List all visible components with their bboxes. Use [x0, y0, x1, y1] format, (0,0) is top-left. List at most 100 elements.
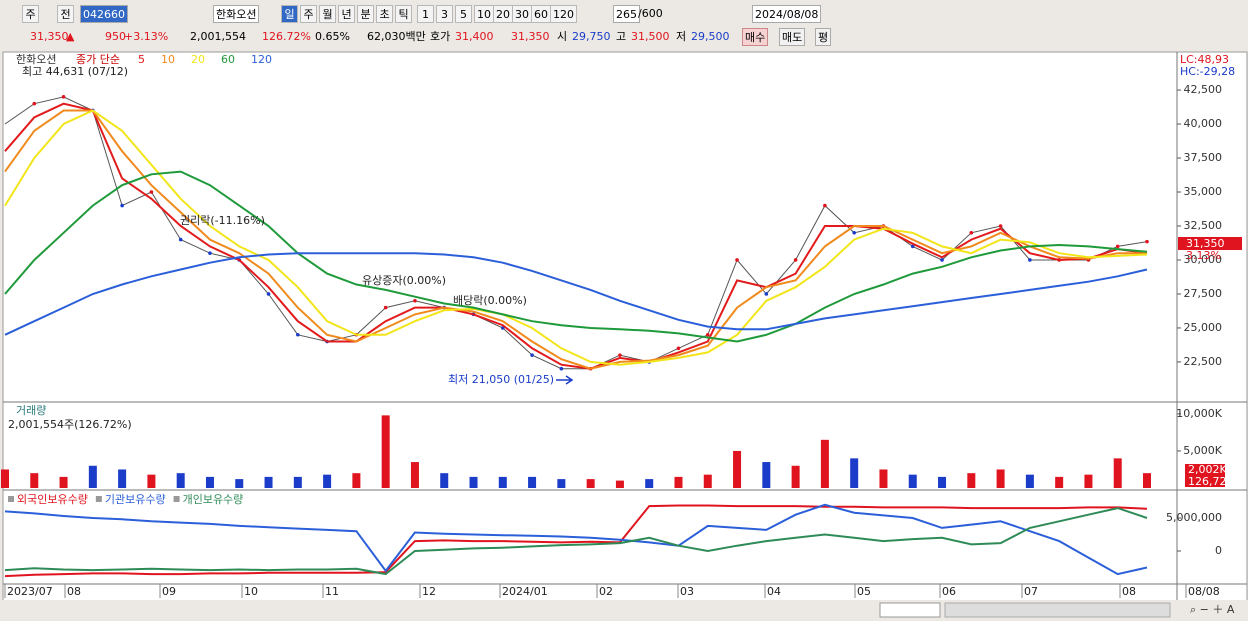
- close-point: [413, 298, 417, 303]
- toolbar-item[interactable]: 120: [550, 5, 577, 23]
- toolbar-item[interactable]: 20: [493, 5, 513, 23]
- close-point: [383, 305, 388, 310]
- series-line: [4, 170, 1148, 343]
- close-point: [61, 95, 66, 99]
- toolbar-item[interactable]: 분: [357, 5, 374, 23]
- zoom-slider[interactable]: [944, 602, 1171, 618]
- y-tick-label: 30,000: [1184, 253, 1223, 266]
- toolbar-item[interactable]: 10: [474, 5, 494, 23]
- toolbar-item[interactable]: 월: [319, 5, 336, 23]
- close-point: [178, 237, 183, 242]
- chart-frame: [2, 51, 1248, 602]
- legend-swatch: [95, 496, 102, 502]
- last-ratio: 126,72%: [1188, 475, 1237, 488]
- toolbar-item[interactable]: 틱: [395, 5, 412, 23]
- x-tick-label: 02: [599, 585, 613, 598]
- volume-bar: [1084, 474, 1093, 488]
- x-tick-label: 06: [942, 585, 956, 598]
- volume-bar: [59, 476, 68, 488]
- volume-bar: [352, 473, 361, 488]
- y-tick-label: 25,000: [1184, 321, 1223, 334]
- quote-field[interactable]: 매수: [742, 28, 769, 46]
- close-point: [764, 292, 769, 296]
- nav-buttons[interactable]: [879, 602, 941, 618]
- volume-bar: [30, 473, 39, 488]
- toolbar-item[interactable]: 2024/08/08: [752, 5, 822, 23]
- y-tick-label: 5,000K: [1183, 444, 1222, 457]
- y-tick-label: 32,500: [1184, 219, 1223, 232]
- close-point: [1145, 239, 1149, 244]
- quote-field: 시: [557, 30, 568, 43]
- volume-bar: [674, 476, 683, 488]
- close-point: [149, 190, 154, 194]
- toolbar-item[interactable]: 60: [531, 5, 551, 23]
- volume-bar: [498, 476, 507, 488]
- toolbar-item[interactable]: 일: [281, 5, 298, 23]
- volume-bar: [1025, 474, 1034, 488]
- quote-field: 950: [105, 30, 126, 43]
- quote-field: 31,350: [511, 30, 550, 43]
- annotation: 유상증자(0.00%): [362, 274, 446, 287]
- legend-swatch: [173, 496, 180, 502]
- legend-entry: 60: [221, 53, 235, 66]
- quote-field[interactable]: 평: [815, 28, 832, 46]
- toolbar-item[interactable]: 3: [436, 5, 453, 23]
- last-change: 3.13%: [1186, 249, 1221, 262]
- volume-bar: [410, 462, 419, 488]
- toolbar-item[interactable]: 전: [57, 5, 74, 23]
- close-point: [969, 230, 974, 235]
- volume-bar: [293, 476, 302, 488]
- toolbar-item[interactable]: 30: [512, 5, 532, 23]
- toolbar-item[interactable]: 한화오션: [213, 5, 260, 23]
- last-volume: 2,002K: [1188, 463, 1227, 476]
- y-tick-label: 10,000K: [1176, 407, 1222, 420]
- x-tick-label: 03: [680, 585, 694, 598]
- close-point: [618, 353, 622, 357]
- y-tick-label: 35,000: [1184, 185, 1223, 198]
- legend-entry: 개인보유수량: [183, 493, 244, 506]
- volume-bar: [440, 473, 449, 488]
- quote-field: 0.65%: [315, 30, 350, 43]
- volume-bar: [205, 476, 214, 488]
- series-label: 종가 단순: [76, 53, 120, 66]
- close-point: [705, 332, 710, 337]
- volume-bar: [645, 479, 654, 488]
- toolbar-item[interactable]: 주: [300, 5, 317, 23]
- toolbar-item[interactable]: 년: [338, 5, 355, 23]
- close-point: [559, 366, 564, 371]
- volume-bar: [996, 469, 1005, 488]
- volume-bar: [733, 450, 742, 488]
- toolbar-item[interactable]: 주: [22, 5, 39, 23]
- toolbar-item[interactable]: 5: [455, 5, 472, 23]
- volume-bar: [176, 473, 185, 488]
- annotation: 최고 44,631 (07/12): [22, 65, 128, 78]
- series-line: [4, 252, 1148, 336]
- quote-field: 31,500: [631, 30, 670, 43]
- close-point: [208, 251, 212, 255]
- volume-bar: [528, 476, 537, 488]
- x-tick-label: 07: [1024, 585, 1038, 598]
- close-point: [676, 346, 681, 351]
- toolbar-item[interactable]: 1: [417, 5, 434, 23]
- chart-title: 거래량: [16, 404, 46, 417]
- x-tick-label: 2024/01: [502, 585, 548, 598]
- y-tick-label: 27,500: [1184, 287, 1223, 300]
- quote-field[interactable]: 매도: [779, 28, 806, 46]
- close-point: [296, 332, 300, 337]
- volume-bar: [791, 465, 800, 488]
- toolbar-item[interactable]: 초: [376, 5, 393, 23]
- volume-bar: [235, 479, 244, 488]
- x-tick-label: 05: [857, 585, 871, 598]
- legend-entry: 10: [161, 53, 175, 66]
- toolbar-item[interactable]: 042660: [80, 5, 128, 23]
- volume-bar: [1055, 476, 1064, 488]
- close-point: [530, 353, 534, 357]
- toolbar-item[interactable]: 265: [613, 5, 640, 23]
- volume-bar: [1143, 473, 1151, 488]
- legend-entry: 120: [251, 53, 272, 66]
- legend-entry: 외국인보유수량: [17, 493, 88, 506]
- legend-entry: 기관보유수량: [105, 493, 166, 506]
- zoom-icons[interactable]: ⌕ − ＋ A: [1190, 603, 1235, 616]
- y-tick-label: 0: [1215, 544, 1222, 557]
- y-tick-label: 37,500: [1184, 151, 1223, 164]
